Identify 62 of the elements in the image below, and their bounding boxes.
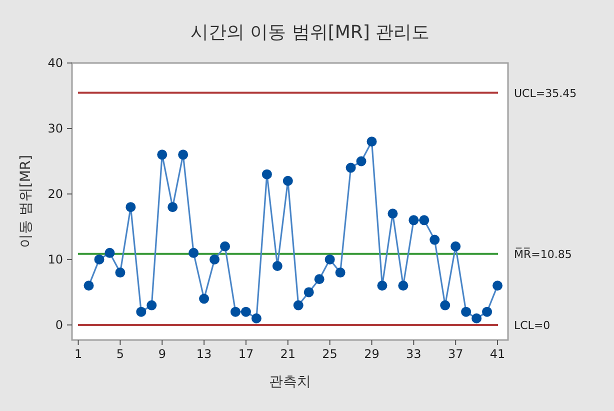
point [346,162,356,173]
point [324,254,335,264]
ref-line-label: LCL=0 [514,318,550,332]
point [94,254,104,264]
x-tick-label: 21 [280,347,296,361]
point [157,150,168,160]
point [398,280,408,291]
point [230,306,240,317]
point [450,241,461,252]
point [251,313,262,324]
point [366,136,377,147]
y-tick-label: 0 [55,318,63,332]
chart-title: 시간의 이동 범위[MR] 관리도 [190,22,430,43]
x-tick-label: 37 [448,347,464,361]
point [440,300,450,310]
point [220,241,230,252]
point [282,176,293,186]
point [419,215,430,226]
point [104,248,115,258]
x-axis-title: 관측치 [269,374,311,390]
point [430,234,440,245]
point [377,280,388,291]
point [84,280,94,291]
x-tick-label: 17 [238,347,254,361]
point [388,208,398,219]
y-axis-title: 이동 범위[MR] [18,154,34,248]
point [314,274,324,284]
x-tick-label: 41 [490,347,506,361]
y-tick-label: 30 [48,121,63,136]
point [146,300,157,310]
point [262,169,272,180]
point [492,280,503,291]
point [293,300,304,310]
point [178,150,188,160]
point [408,215,419,226]
point [356,156,366,166]
point [168,202,178,212]
x-tick-label: 29 [364,347,380,361]
x-tick-label: 25 [322,347,338,361]
y-tick-label: 40 [48,56,63,70]
point [482,306,492,317]
point [335,268,346,278]
point [240,306,251,317]
x-tick-label: 33 [406,347,422,361]
point [199,294,210,304]
y-tick-label: 10 [48,252,63,266]
point [304,287,314,298]
x-tick-label: 13 [196,347,212,361]
point [272,261,282,271]
point [126,202,136,212]
x-tick-label: 5 [116,347,124,361]
point [115,268,126,278]
x-tick-label: 9 [158,347,166,361]
point [188,248,199,258]
x-tick-label: 1 [74,347,82,361]
y-tick-label: 20 [48,186,63,201]
ref-line-label: UCL=35.45 [514,86,577,100]
point [210,254,220,264]
point [461,306,472,317]
ref-line-label: M̅R̅=10.85 [514,246,572,261]
point [472,313,482,324]
point [136,306,146,317]
